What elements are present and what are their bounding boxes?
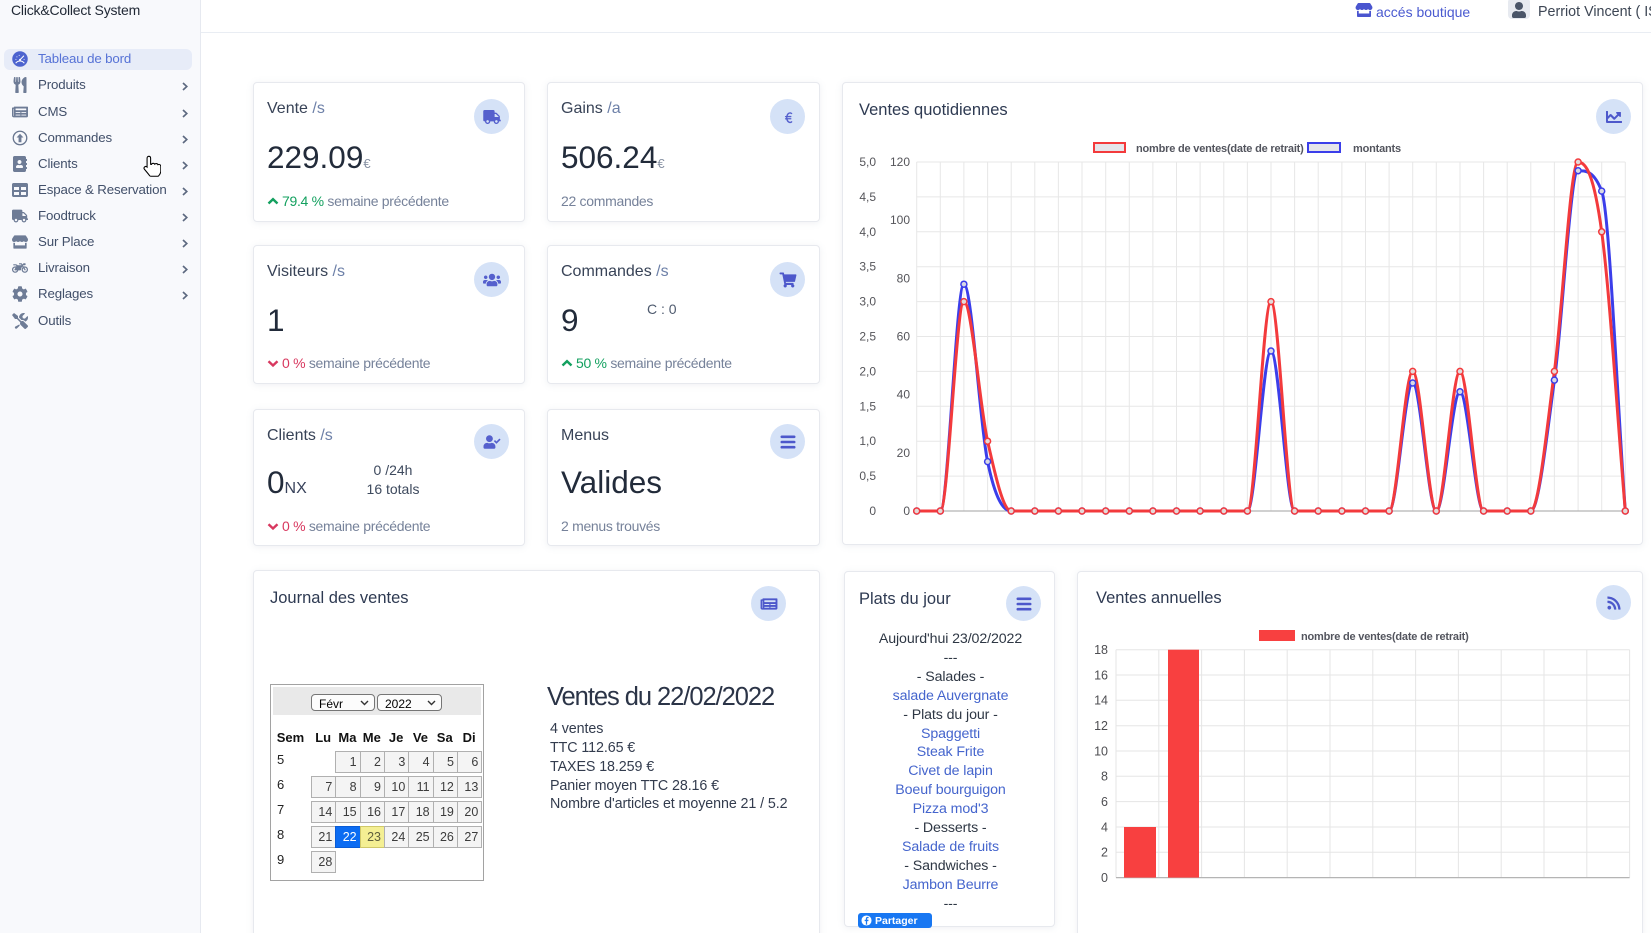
svg-text:2: 2 bbox=[1101, 846, 1108, 860]
svg-text:40: 40 bbox=[897, 388, 911, 402]
svg-text:1,5: 1,5 bbox=[859, 399, 876, 413]
svg-text:6: 6 bbox=[1101, 795, 1108, 809]
svg-text:10: 10 bbox=[1094, 744, 1108, 758]
svg-text:0: 0 bbox=[869, 504, 876, 518]
svg-text:12: 12 bbox=[1094, 719, 1108, 733]
svg-text:0: 0 bbox=[903, 504, 910, 518]
svg-text:4: 4 bbox=[1101, 820, 1108, 834]
svg-text:20: 20 bbox=[897, 446, 911, 460]
svg-text:80: 80 bbox=[897, 271, 911, 285]
svg-text:4,0: 4,0 bbox=[859, 225, 876, 239]
svg-text:60: 60 bbox=[897, 330, 911, 344]
svg-text:120: 120 bbox=[890, 155, 910, 169]
svg-text:4,5: 4,5 bbox=[859, 190, 876, 204]
svg-text:3,0: 3,0 bbox=[859, 295, 876, 309]
svg-text:3,5: 3,5 bbox=[859, 260, 876, 274]
svg-text:100: 100 bbox=[890, 213, 910, 227]
svg-text:16: 16 bbox=[1094, 668, 1108, 682]
svg-text:5,0: 5,0 bbox=[859, 155, 876, 169]
svg-text:0,5: 0,5 bbox=[859, 469, 876, 483]
svg-text:1,0: 1,0 bbox=[859, 434, 876, 448]
svg-text:2,5: 2,5 bbox=[859, 330, 876, 344]
svg-text:2,0: 2,0 bbox=[859, 364, 876, 378]
svg-text:8: 8 bbox=[1101, 770, 1108, 784]
svg-text:0: 0 bbox=[1101, 871, 1108, 885]
svg-text:14: 14 bbox=[1094, 694, 1108, 708]
svg-text:18: 18 bbox=[1094, 643, 1108, 657]
